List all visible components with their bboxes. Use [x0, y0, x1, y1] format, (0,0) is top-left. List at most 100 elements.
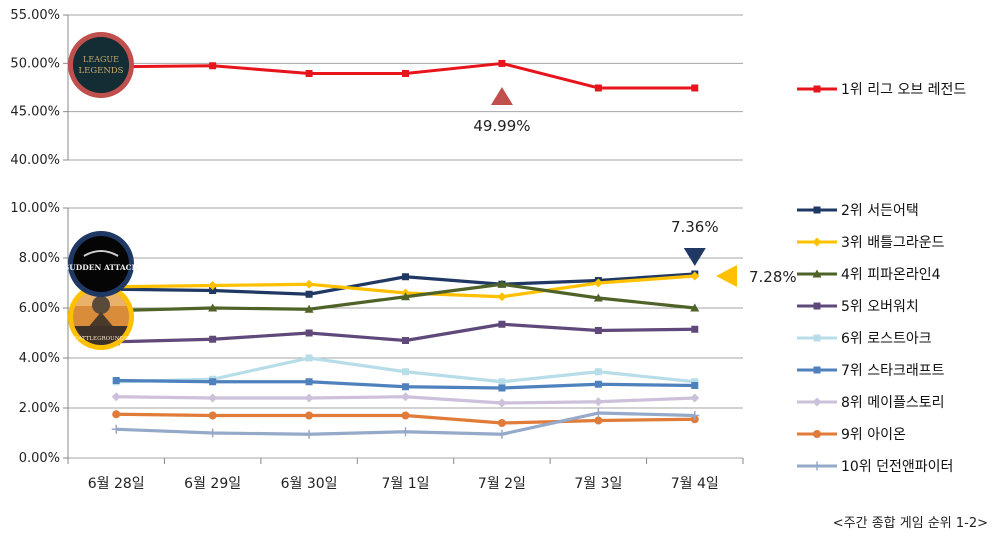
legend-swatch-marker [812, 397, 822, 407]
data-point [690, 411, 700, 420]
data-point [304, 279, 314, 289]
data-point [305, 378, 313, 386]
data-point [593, 293, 603, 302]
data-point [209, 378, 217, 386]
legend-label: 6위 로스트아크 [841, 331, 932, 347]
series-1 [112, 59, 699, 92]
data-point [402, 69, 409, 77]
data-point [498, 320, 506, 328]
data-point [111, 424, 121, 434]
data-point [401, 411, 410, 420]
y-tick-label: 8.00% [19, 251, 60, 266]
annotation-label: 49.99% [473, 117, 530, 135]
legend-label: 7위 스타크래프트 [841, 363, 945, 379]
data-point [594, 416, 603, 425]
legend-swatch-marker [813, 85, 821, 93]
legend-swatch-marker [812, 237, 822, 247]
data-point [305, 329, 313, 337]
data-point [305, 69, 313, 77]
x-tick-label: 6월 28일 [88, 476, 145, 492]
data-point [401, 392, 410, 402]
league-of-legends-logo: LEAGUE LEGENDS [68, 32, 134, 98]
data-point [304, 429, 314, 439]
legend-label: 2위 서든어택 [841, 203, 919, 219]
sudden-attack-logo: SUDDEN ATTACK [64, 231, 139, 297]
data-point [498, 384, 506, 392]
legend-item: 9위 아이온 [797, 427, 906, 443]
data-point [402, 383, 409, 391]
data-point [691, 325, 699, 333]
y-tick-label: 10.00% [10, 201, 60, 216]
legend-swatch-marker [813, 334, 821, 342]
annotations: 49.99% 7.36% 7.28% [473, 87, 797, 287]
data-point [691, 378, 699, 386]
data-point [497, 279, 507, 288]
data-point [593, 278, 603, 288]
data-point [304, 304, 314, 313]
data-point [208, 393, 218, 403]
legend-swatch-marker [813, 206, 821, 214]
y-tick-label: 45.00% [10, 105, 60, 120]
data-point [690, 271, 700, 281]
logo-text-battlegrounds: BATTLEGROUNDS [74, 336, 128, 342]
data-point [690, 393, 700, 403]
legend-item: 6위 로스트아크 [797, 331, 932, 347]
chart-caption: <주간 종합 게임 순위 1-2> [833, 516, 988, 531]
y-tick-label: 0.00% [19, 451, 60, 466]
series-10 [111, 408, 700, 439]
data-point [691, 382, 699, 389]
annotation-marker-down [683, 248, 706, 266]
legend-swatch-marker [812, 461, 822, 471]
logo-text-legends: LEGENDS [79, 66, 124, 76]
data-point [594, 327, 602, 334]
data-point [594, 380, 602, 388]
x-tick-label: 6월 29일 [184, 476, 241, 492]
legend-item: 7위 스타크래프트 [797, 363, 945, 379]
legend-swatch-marker [812, 269, 822, 278]
legend-item: 5위 오버워치 [797, 299, 919, 315]
data-point [498, 378, 506, 386]
logo-text-league: LEAGUE [83, 55, 119, 64]
x-tick-label: 7월 3일 [574, 476, 622, 492]
x-tick-label: 7월 2일 [478, 476, 526, 492]
series-5 [112, 320, 699, 346]
legend-item: 4위 피파온라인4 [797, 267, 941, 283]
legend-item: 10위 던전앤파이터 [797, 459, 953, 475]
legend-label: 10위 던전앤파이터 [841, 459, 953, 475]
data-point [305, 290, 313, 298]
legend-swatch-marker [813, 302, 821, 310]
data-point [304, 393, 314, 403]
data-point [209, 287, 217, 294]
data-point [402, 337, 409, 344]
legend-label: 5위 오버워치 [841, 299, 919, 315]
series-8 [111, 392, 700, 408]
data-point [208, 428, 218, 438]
series-9 [112, 410, 699, 427]
data-point [594, 84, 602, 92]
annotation-marker-up [490, 87, 513, 105]
data-point [112, 410, 121, 419]
data-point [112, 377, 120, 384]
legend-label: 8위 메이플스토리 [841, 395, 945, 411]
data-point [498, 59, 506, 67]
legend-label: 4위 피파온라인4 [841, 267, 941, 283]
data-point [402, 273, 409, 281]
data-point [111, 392, 121, 402]
legend-label: 3위 배틀그라운드 [841, 235, 945, 251]
data-point [497, 419, 506, 427]
data-point [497, 429, 507, 439]
data-point [593, 408, 603, 418]
data-point [594, 368, 602, 376]
y-tick-label: 4.00% [19, 351, 60, 366]
data-point [209, 62, 217, 70]
data-point [401, 292, 410, 301]
gridlines [68, 14, 743, 459]
data-point [497, 398, 507, 408]
data-point [690, 303, 700, 312]
legend-item: 3위 배틀그라운드 [797, 235, 945, 251]
y-tick-label: 50.00% [10, 56, 60, 71]
data-point [208, 303, 218, 312]
legend: 1위 리그 오브 레전드 2위 서든어택 3위 배틀그라운드 4위 피파온라인4 5위 … [797, 82, 966, 475]
data-point [497, 292, 507, 302]
